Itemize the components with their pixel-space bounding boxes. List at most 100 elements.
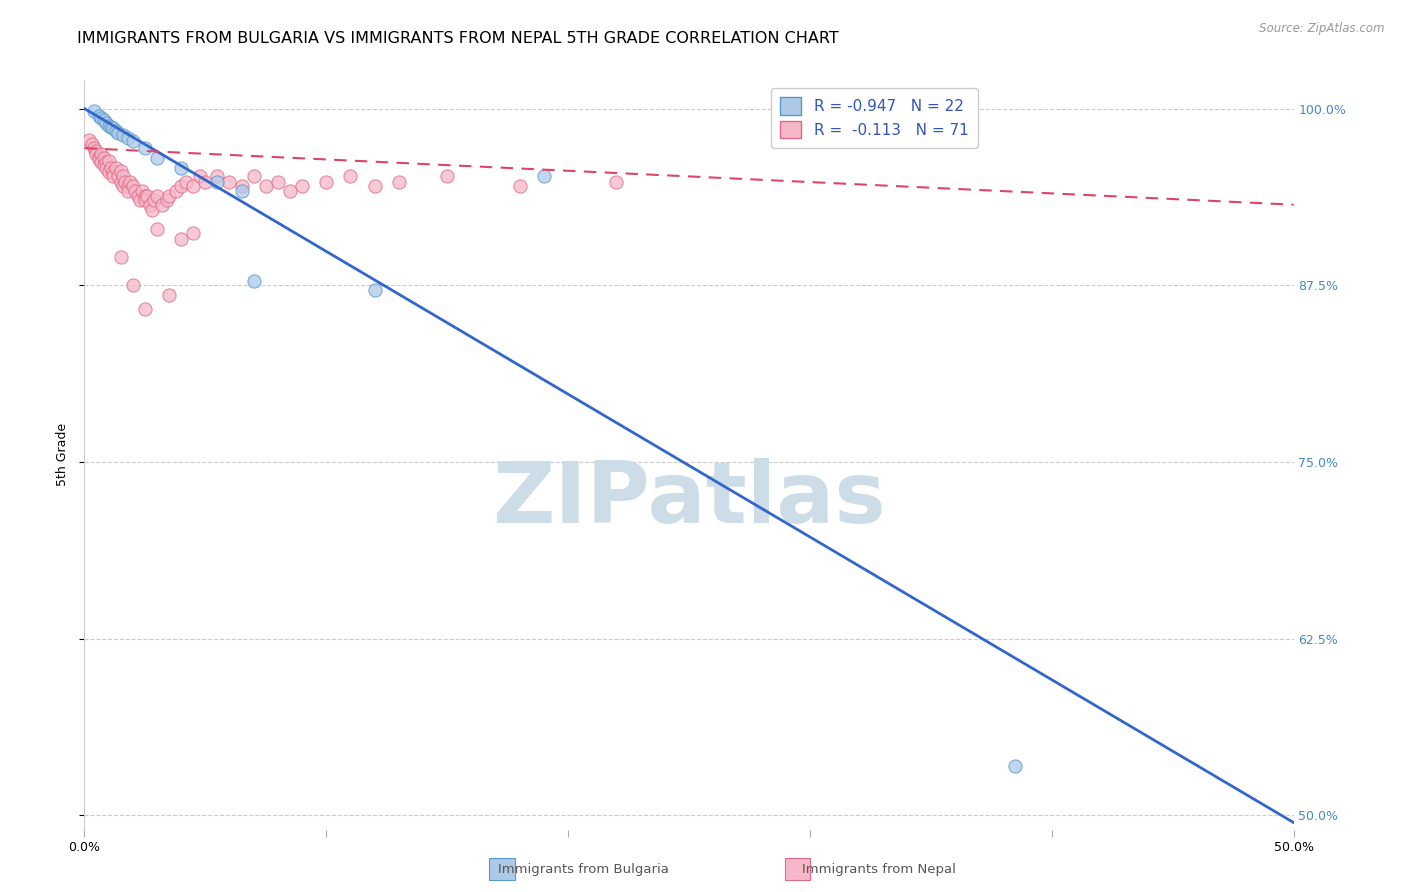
Point (87, 109, 110, 123)
Point (157, 288, 180, 302)
Point (242, 274, 264, 288)
Point (94, 161, 117, 175)
Point (124, 184, 146, 198)
Point (165, 184, 187, 198)
Point (254, 179, 277, 194)
Point (194, 175, 217, 189)
Point (83, 141, 105, 155)
Point (97, 153, 120, 168)
Point (117, 179, 139, 194)
Point (90, 155, 112, 169)
Point (127, 189, 149, 203)
Point (170, 179, 193, 194)
Point (87, 150, 110, 164)
Point (103, 169, 125, 184)
Point (90, 112, 112, 126)
Point (94, 155, 117, 169)
Point (104, 161, 127, 175)
Point (278, 184, 301, 198)
Point (157, 189, 180, 203)
Point (138, 197, 160, 211)
Point (112, 128, 135, 143)
Point (121, 134, 143, 148)
Point (104, 124, 127, 138)
Point (97, 119, 120, 133)
Point (363, 283, 385, 297)
Point (146, 151, 169, 165)
Point (174, 175, 197, 189)
Point (242, 169, 264, 184)
Point (339, 169, 361, 184)
Point (146, 189, 169, 203)
Point (181, 179, 204, 194)
Point (150, 197, 173, 211)
Point (117, 184, 139, 198)
Point (80, 136, 103, 151)
Point (86, 146, 108, 161)
Point (1004, 759, 1026, 773)
Legend: R = -0.947   N = 22, R =  -0.113   N = 71: R = -0.947 N = 22, R = -0.113 N = 71 (770, 88, 977, 148)
Point (100, 161, 122, 175)
Point (77, 133, 100, 147)
Point (146, 221, 169, 235)
Point (114, 175, 136, 189)
Point (363, 179, 385, 194)
Point (315, 175, 337, 189)
Point (136, 189, 159, 203)
Point (134, 302, 156, 317)
Point (120, 175, 142, 189)
Text: Immigrants from Bulgaria: Immigrants from Bulgaria (498, 863, 669, 876)
Point (103, 165, 125, 179)
Point (231, 184, 253, 198)
Point (93, 112, 115, 127)
Point (107, 169, 129, 184)
Point (83, 104, 105, 119)
Point (291, 179, 314, 194)
Point (121, 278, 143, 293)
Text: Immigrants from Nepal: Immigrants from Nepal (801, 863, 956, 876)
Point (131, 184, 153, 198)
Bar (785, 858, 810, 880)
Point (103, 121, 125, 136)
Point (143, 194, 166, 208)
Point (129, 194, 152, 208)
Point (190, 169, 212, 184)
Point (181, 226, 204, 240)
Point (93, 158, 115, 172)
Point (134, 141, 156, 155)
Point (121, 179, 143, 194)
Point (100, 120, 122, 134)
Y-axis label: 5th Grade: 5th Grade (56, 424, 69, 486)
Point (110, 250, 132, 264)
Point (90, 146, 112, 161)
Point (107, 126, 129, 140)
Point (267, 175, 290, 189)
Point (87, 153, 110, 167)
Point (155, 194, 177, 208)
Text: Source: ZipAtlas.com: Source: ZipAtlas.com (1260, 22, 1385, 36)
Point (207, 169, 229, 184)
Point (110, 163, 132, 178)
Point (112, 169, 135, 184)
Point (533, 169, 555, 184)
Point (134, 194, 156, 208)
Point (605, 175, 627, 189)
Point (97, 165, 120, 179)
Point (436, 169, 458, 184)
Point (94, 116, 117, 130)
Point (117, 131, 139, 145)
Point (207, 175, 229, 189)
Point (86, 144, 108, 158)
Point (110, 175, 132, 189)
Point (231, 179, 253, 194)
Point (112, 179, 135, 194)
Point (134, 189, 156, 203)
Text: IMMIGRANTS FROM BULGARIA VS IMMIGRANTS FROM NEPAL 5TH GRADE CORRELATION CHART: IMMIGRANTS FROM BULGARIA VS IMMIGRANTS F… (77, 31, 839, 46)
Point (388, 175, 411, 189)
Bar (489, 858, 515, 880)
Point (509, 179, 531, 194)
Point (218, 175, 240, 189)
Point (170, 232, 193, 246)
Point (170, 161, 193, 175)
Text: ZIPatlas: ZIPatlas (492, 458, 886, 541)
